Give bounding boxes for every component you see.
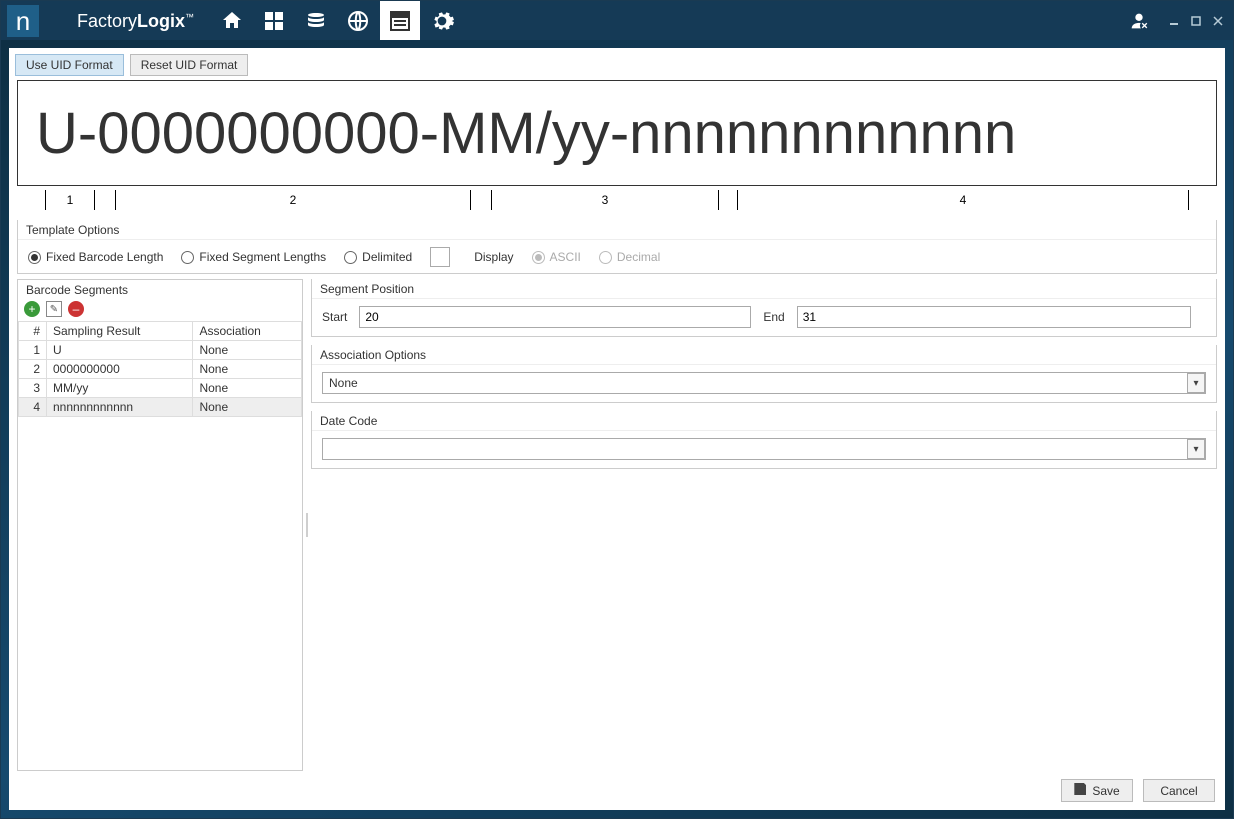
template-options-group: Template Options Fixed Barcode Length Fi…: [17, 220, 1217, 274]
save-icon: [1074, 783, 1086, 798]
delimiter-box[interactable]: [430, 247, 450, 267]
opt-fixed-barcode[interactable]: Fixed Barcode Length: [28, 250, 163, 264]
cell-num: 1: [19, 341, 47, 360]
radio-icon: [344, 251, 357, 264]
cell-assoc: None: [193, 360, 302, 379]
use-uid-button[interactable]: Use UID Format: [15, 54, 124, 76]
ruler-segment[interactable]: 4: [737, 190, 1189, 210]
col-num[interactable]: #: [19, 322, 47, 341]
cell-assoc: None: [193, 341, 302, 360]
ruler-segment[interactable]: 1: [45, 190, 95, 210]
association-value: None: [329, 376, 358, 390]
cancel-button[interactable]: Cancel: [1143, 779, 1215, 802]
opt-fixed-segment[interactable]: Fixed Segment Lengths: [181, 250, 326, 264]
cell-result: 0000000000: [47, 360, 193, 379]
table-row[interactable]: 4nnnnnnnnnnnnNone: [19, 398, 302, 417]
trademark: ™: [185, 12, 194, 22]
user-icon[interactable]: [1123, 1, 1155, 41]
association-combo[interactable]: None ▾: [322, 372, 1206, 394]
panel-toolbar: Use UID Format Reset UID Format: [9, 48, 1225, 80]
end-input[interactable]: [797, 306, 1191, 328]
home-icon[interactable]: [212, 1, 252, 41]
brand-right: Logix: [137, 11, 185, 31]
date-code-group: Date Code ▾: [311, 411, 1217, 469]
format-preview-text: U-0000000000-MM/yy-nnnnnnnnnnnn: [36, 100, 1016, 167]
opt-display-ascii: ASCII: [532, 250, 581, 264]
cell-result: U: [47, 341, 193, 360]
chevron-down-icon: ▾: [1187, 373, 1205, 393]
col-result[interactable]: Sampling Result: [47, 322, 193, 341]
association-options-group: Association Options None ▾: [311, 345, 1217, 403]
format-preview: U-0000000000-MM/yy-nnnnnnnnnnnn: [17, 80, 1217, 186]
table-row[interactable]: 3MM/yyNone: [19, 379, 302, 398]
footer: Save Cancel: [9, 771, 1225, 810]
globe-icon[interactable]: [338, 1, 378, 41]
table-row[interactable]: 1UNone: [19, 341, 302, 360]
gear-icon[interactable]: [422, 1, 462, 41]
cell-result: nnnnnnnnnnnn: [47, 398, 193, 417]
add-segment-button[interactable]: +: [24, 301, 40, 317]
segment-position-title: Segment Position: [312, 279, 1216, 299]
stack-icon[interactable]: [296, 1, 336, 41]
segment-ruler: 1234: [25, 186, 1209, 214]
minimize-icon[interactable]: [1165, 12, 1183, 30]
radio-icon: [532, 251, 545, 264]
edit-segment-button[interactable]: ✎: [46, 301, 62, 317]
start-input[interactable]: [359, 306, 751, 328]
cell-num: 4: [19, 398, 47, 417]
save-button[interactable]: Save: [1061, 779, 1133, 802]
radio-icon: [181, 251, 194, 264]
col-assoc[interactable]: Association: [193, 322, 302, 341]
segment-position-group: Segment Position Start End: [311, 279, 1217, 337]
brand-left: Factory: [77, 11, 137, 31]
maximize-icon[interactable]: [1187, 12, 1205, 30]
table-row[interactable]: 20000000000None: [19, 360, 302, 379]
reset-uid-button[interactable]: Reset UID Format: [130, 54, 249, 76]
radio-icon: [599, 251, 612, 264]
segments-table: # Sampling Result Association 1UNone2000…: [18, 321, 302, 417]
grid-icon[interactable]: [254, 1, 294, 41]
chevron-down-icon: ▾: [1187, 439, 1205, 459]
logo-icon: n: [7, 5, 39, 37]
radio-icon: [28, 251, 41, 264]
template-icon[interactable]: [380, 1, 420, 41]
close-icon[interactable]: [1209, 12, 1227, 30]
titlebar: n FactoryLogix™: [1, 1, 1233, 41]
titlebar-nav: [212, 1, 462, 41]
start-label: Start: [322, 310, 347, 324]
opt-display-decimal: Decimal: [599, 250, 660, 264]
window-controls: [1165, 12, 1227, 30]
segments-title: Barcode Segments: [18, 280, 302, 299]
splitter[interactable]: [303, 279, 311, 771]
delete-segment-button[interactable]: –: [68, 301, 84, 317]
cell-num: 2: [19, 360, 47, 379]
opt-delimited[interactable]: Delimited: [344, 250, 412, 264]
frame: Use UID Format Reset UID Format U-000000…: [1, 40, 1233, 818]
date-code-title: Date Code: [312, 411, 1216, 431]
end-label: End: [763, 310, 784, 324]
cell-assoc: None: [193, 379, 302, 398]
date-code-combo[interactable]: ▾: [322, 438, 1206, 460]
cell-result: MM/yy: [47, 379, 193, 398]
cell-assoc: None: [193, 398, 302, 417]
cell-num: 3: [19, 379, 47, 398]
association-options-title: Association Options: [312, 345, 1216, 365]
display-label: Display: [474, 250, 513, 264]
ruler-segment[interactable]: 3: [491, 190, 719, 210]
main-panel: Use UID Format Reset UID Format U-000000…: [9, 48, 1225, 810]
template-options-title: Template Options: [18, 220, 1216, 240]
barcode-segments-panel: Barcode Segments + ✎ – # Sampling Result…: [17, 279, 303, 771]
ruler-segment[interactable]: 2: [115, 190, 471, 210]
